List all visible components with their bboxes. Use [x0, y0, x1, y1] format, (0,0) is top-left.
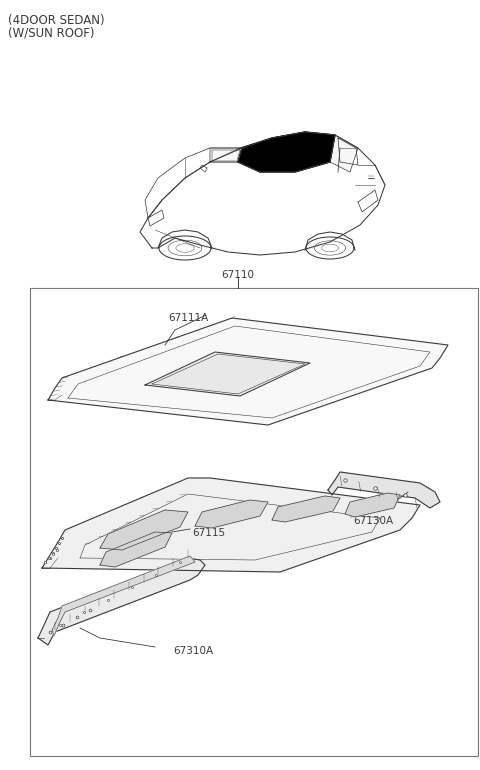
- Bar: [30, 288, 478, 756]
- Polygon shape: [42, 478, 420, 572]
- Text: 67111A: 67111A: [168, 313, 208, 323]
- Polygon shape: [100, 532, 172, 567]
- Polygon shape: [100, 510, 188, 550]
- Polygon shape: [332, 138, 355, 170]
- Polygon shape: [272, 496, 340, 522]
- Polygon shape: [212, 150, 240, 161]
- Polygon shape: [48, 318, 448, 425]
- Text: 67110: 67110: [221, 270, 254, 280]
- Text: 67115: 67115: [192, 528, 225, 538]
- Polygon shape: [52, 556, 195, 636]
- Text: 67130A: 67130A: [353, 516, 393, 526]
- Polygon shape: [328, 472, 440, 508]
- Polygon shape: [195, 500, 268, 528]
- Polygon shape: [38, 558, 205, 645]
- Text: 67310A: 67310A: [173, 646, 213, 656]
- Text: (W/SUN ROOF): (W/SUN ROOF): [8, 26, 95, 39]
- Text: (4DOOR SEDAN): (4DOOR SEDAN): [8, 14, 105, 27]
- Polygon shape: [145, 352, 310, 396]
- Polygon shape: [345, 493, 400, 517]
- Polygon shape: [238, 132, 335, 172]
